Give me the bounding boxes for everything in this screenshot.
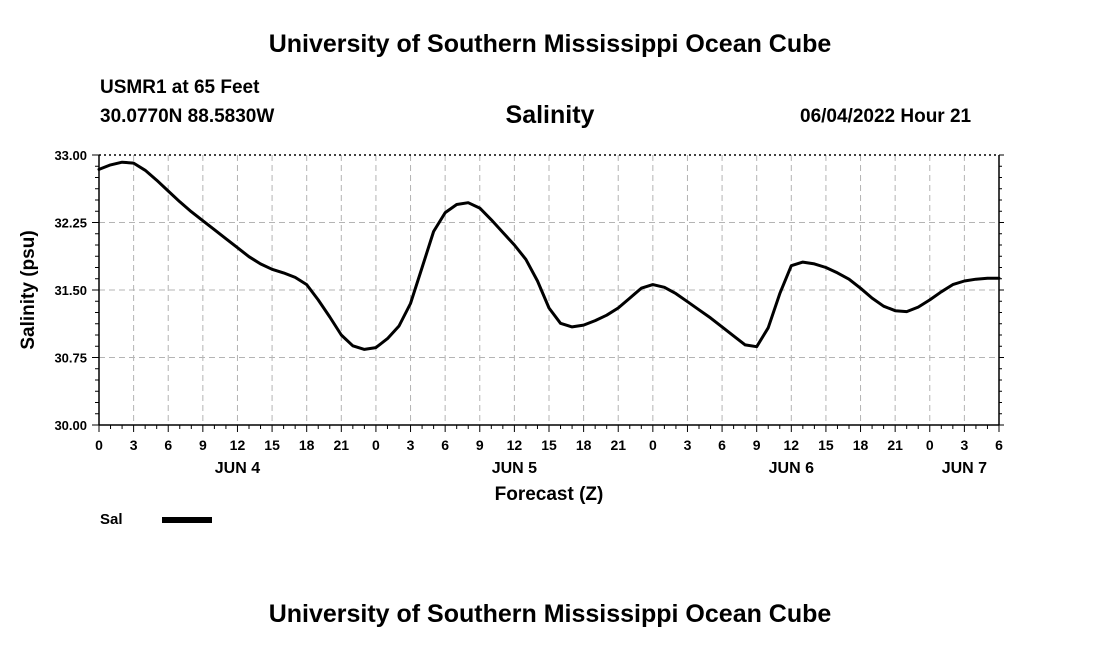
grid bbox=[99, 155, 999, 425]
footer-title: University of Southern Mississippi Ocean… bbox=[268, 600, 832, 628]
salinity-chart: 30.00 30.75 31.50 32.25 33.00 0 3 6 9 12 15 18 21 0 3 6… bbox=[18, 148, 1004, 505]
legend-label: Sal bbox=[100, 511, 123, 528]
x-tick-label: 6 bbox=[441, 437, 449, 453]
x-ticks bbox=[98, 425, 1000, 432]
x-tick-label: 18 bbox=[853, 437, 869, 453]
x-tick-label: 3 bbox=[684, 437, 692, 453]
x-tick-label: 6 bbox=[164, 437, 172, 453]
y-tick-label: 30.00 bbox=[54, 418, 87, 433]
y-ticks bbox=[92, 154, 1004, 426]
x-tick-label: 12 bbox=[507, 437, 523, 453]
legend-swatch bbox=[162, 517, 212, 523]
x-tick-label: 0 bbox=[95, 437, 103, 453]
x-tick-label: 0 bbox=[649, 437, 657, 453]
x-tick-label: 15 bbox=[818, 437, 834, 453]
x-tick-label: 9 bbox=[199, 437, 207, 453]
x-tick-label: 21 bbox=[887, 437, 903, 453]
x-tick-label: 3 bbox=[130, 437, 138, 453]
station-name: USMR1 at 65 Feet bbox=[100, 77, 260, 98]
x-tick-label: 21 bbox=[610, 437, 626, 453]
y-axis-title: Salinity (psu) bbox=[18, 230, 39, 349]
day-label: JUN 5 bbox=[492, 460, 537, 477]
x-tick-label: 3 bbox=[407, 437, 415, 453]
y-tick-label: 31.50 bbox=[54, 283, 87, 298]
x-tick-label: 12 bbox=[784, 437, 800, 453]
x-tick-label: 18 bbox=[299, 437, 315, 453]
page-title: University of Southern Mississippi Ocean… bbox=[268, 30, 832, 58]
x-tick-label: 9 bbox=[753, 437, 761, 453]
x-tick-label: 12 bbox=[230, 437, 246, 453]
day-label: JUN 6 bbox=[769, 460, 814, 477]
day-label: JUN 4 bbox=[215, 460, 260, 477]
chart-title: Salinity bbox=[505, 101, 595, 129]
y-tick-label: 30.75 bbox=[54, 351, 87, 366]
x-tick-label: 0 bbox=[372, 437, 380, 453]
x-tick-label: 9 bbox=[476, 437, 484, 453]
x-tick-label: 18 bbox=[576, 437, 592, 453]
series-line-sal bbox=[97, 160, 1001, 351]
x-tick-label: 3 bbox=[960, 437, 968, 453]
day-label: JUN 7 bbox=[942, 460, 987, 477]
x-tick-label: 21 bbox=[334, 437, 350, 453]
station-coordinates: 30.0770N 88.5830W bbox=[100, 106, 275, 127]
y-tick-label: 32.25 bbox=[54, 216, 87, 231]
x-tick-label: 0 bbox=[926, 437, 934, 453]
forecast-run-time: 06/04/2022 Hour 21 bbox=[800, 106, 972, 127]
x-axis-title: Forecast (Z) bbox=[495, 484, 604, 505]
x-tick-label: 6 bbox=[995, 437, 1003, 453]
x-tick-label: 15 bbox=[264, 437, 280, 453]
x-tick-label: 15 bbox=[541, 437, 557, 453]
y-tick-label: 33.00 bbox=[54, 148, 87, 163]
x-tick-label: 6 bbox=[718, 437, 726, 453]
